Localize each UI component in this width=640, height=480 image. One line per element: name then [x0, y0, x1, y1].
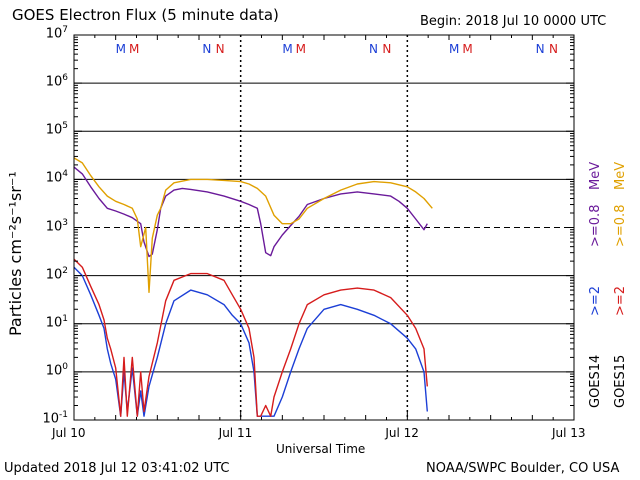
- y-tick-base: 10: [42, 411, 60, 427]
- y-tick-label: 102: [46, 266, 68, 282]
- marker-n: N: [535, 42, 545, 56]
- y-tick-label: 10-1: [42, 410, 68, 426]
- credit: NOAA/SWPC Boulder, CO USA: [426, 461, 620, 476]
- y-tick-base: 10: [45, 74, 63, 90]
- legend-satellite-14: GOES14: [588, 354, 603, 408]
- series-line-2: [73, 266, 428, 417]
- marker-m: M: [129, 42, 140, 56]
- x-tick-label: Jul 12: [385, 426, 419, 440]
- x-tick-label: Jul 13: [552, 426, 586, 440]
- y-tick-label: 100: [46, 362, 68, 378]
- legend-goes15-2mev: >=2: [613, 285, 628, 316]
- y-tick-label: 107: [46, 25, 68, 41]
- y-tick-exponent: 5: [62, 121, 68, 132]
- y-tick-base: 10: [45, 170, 63, 186]
- series-line-0: [73, 166, 428, 258]
- x-tick-label: Jul 11: [218, 426, 253, 440]
- y-tick-exponent: 0: [62, 361, 68, 372]
- y-tick-label: 101: [46, 314, 68, 330]
- y-tick-base: 10: [45, 122, 63, 138]
- marker-n: N: [369, 42, 378, 56]
- x-tick-label: Jul 10: [52, 426, 86, 440]
- legend-goes15-08mev: >=0.8: [613, 204, 628, 247]
- y-tick-label: 106: [46, 73, 68, 89]
- marker-m: M: [115, 42, 127, 56]
- y-tick-label: 105: [46, 121, 68, 137]
- marker-m: M: [462, 42, 473, 56]
- y-tick-exponent: 7: [62, 25, 68, 35]
- y-tick-exponent: 2: [62, 265, 68, 276]
- y-tick-exponent: 4: [62, 169, 68, 180]
- marker-n: N: [382, 42, 392, 56]
- axis-ticks: [73, 34, 575, 421]
- y-tick-base: 10: [45, 26, 63, 42]
- legend-satellite-15: GOES15: [613, 354, 628, 408]
- marker-m: M: [295, 42, 307, 56]
- y-tick-exponent: 3: [62, 217, 68, 228]
- updated-time: Updated 2018 Jul 12 03:41:02 UTC: [4, 461, 230, 476]
- y-tick-exponent: 6: [62, 73, 68, 84]
- marker-n: N: [215, 42, 225, 56]
- series-line-1: [73, 157, 433, 293]
- marker-m: M: [449, 42, 460, 56]
- y-tick-base: 10: [45, 218, 63, 234]
- y-axis-label: Particles cm⁻²s⁻¹sr⁻¹: [6, 171, 25, 336]
- y-tick-label: 104: [46, 169, 68, 185]
- y-tick-base: 10: [45, 315, 63, 331]
- marker-n: N: [549, 42, 558, 56]
- x-axis-label: Universal Time: [276, 442, 366, 456]
- y-tick-exponent: 1: [62, 313, 68, 324]
- legend-unit-15: MeV: [613, 161, 628, 190]
- series-line-3: [73, 258, 428, 417]
- legend-goes14-08mev: >=0.8: [588, 204, 603, 247]
- marker-m: M: [282, 42, 293, 56]
- chart-title: GOES Electron Flux (5 minute data): [12, 6, 279, 24]
- y-tick-exponent: -1: [59, 410, 68, 420]
- begin-time: Begin: 2018 Jul 10 0000 UTC: [420, 14, 607, 29]
- legend-goes14-2mev: >=2: [588, 285, 603, 316]
- y-tick-base: 10: [45, 363, 63, 379]
- series-lines: [73, 157, 433, 417]
- y-tick-base: 10: [45, 266, 63, 282]
- grid-lines: [74, 35, 574, 420]
- marker-n: N: [202, 42, 212, 56]
- legend-unit-14: MeV: [588, 161, 603, 190]
- y-tick-label: 103: [46, 218, 68, 234]
